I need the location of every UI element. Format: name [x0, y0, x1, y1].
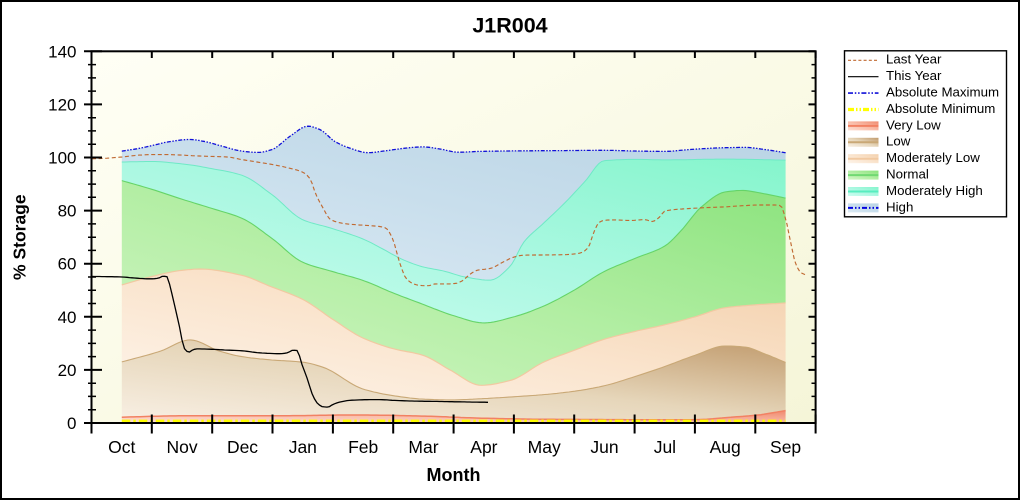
svg-text:Jul: Jul	[654, 437, 676, 457]
svg-text:High: High	[886, 199, 913, 214]
svg-text:Apr: Apr	[470, 437, 497, 457]
svg-text:Oct: Oct	[108, 437, 135, 457]
svg-text:Nov: Nov	[167, 437, 198, 457]
svg-text:Mar: Mar	[408, 437, 438, 457]
svg-text:60: 60	[58, 255, 77, 274]
svg-text:Moderately High: Moderately High	[886, 183, 983, 198]
svg-text:% Storage: % Storage	[10, 194, 30, 280]
svg-text:Last Year: Last Year	[886, 52, 942, 67]
svg-text:Moderately Low: Moderately Low	[886, 150, 980, 165]
svg-text:Month: Month	[427, 465, 481, 485]
svg-text:This Year: This Year	[886, 68, 942, 83]
svg-text:May: May	[528, 437, 561, 457]
svg-text:100: 100	[48, 149, 76, 168]
svg-text:140: 140	[48, 42, 76, 61]
svg-text:Sep: Sep	[770, 437, 801, 457]
svg-text:120: 120	[48, 95, 76, 114]
svg-text:Aug: Aug	[710, 437, 741, 457]
svg-text:J1R004: J1R004	[472, 14, 547, 38]
svg-text:Feb: Feb	[348, 437, 378, 457]
svg-text:Very Low: Very Low	[886, 117, 941, 132]
svg-text:Jun: Jun	[590, 437, 618, 457]
svg-text:0: 0	[67, 414, 76, 433]
svg-text:Absolute Maximum: Absolute Maximum	[886, 85, 999, 100]
svg-text:40: 40	[58, 308, 77, 327]
svg-text:80: 80	[58, 202, 77, 221]
svg-text:Dec: Dec	[227, 437, 258, 457]
svg-text:Jan: Jan	[289, 437, 317, 457]
svg-text:Absolute Minimum: Absolute Minimum	[886, 101, 995, 116]
svg-text:20: 20	[58, 361, 77, 380]
svg-text:Low: Low	[886, 134, 911, 149]
svg-text:Normal: Normal	[886, 167, 929, 182]
